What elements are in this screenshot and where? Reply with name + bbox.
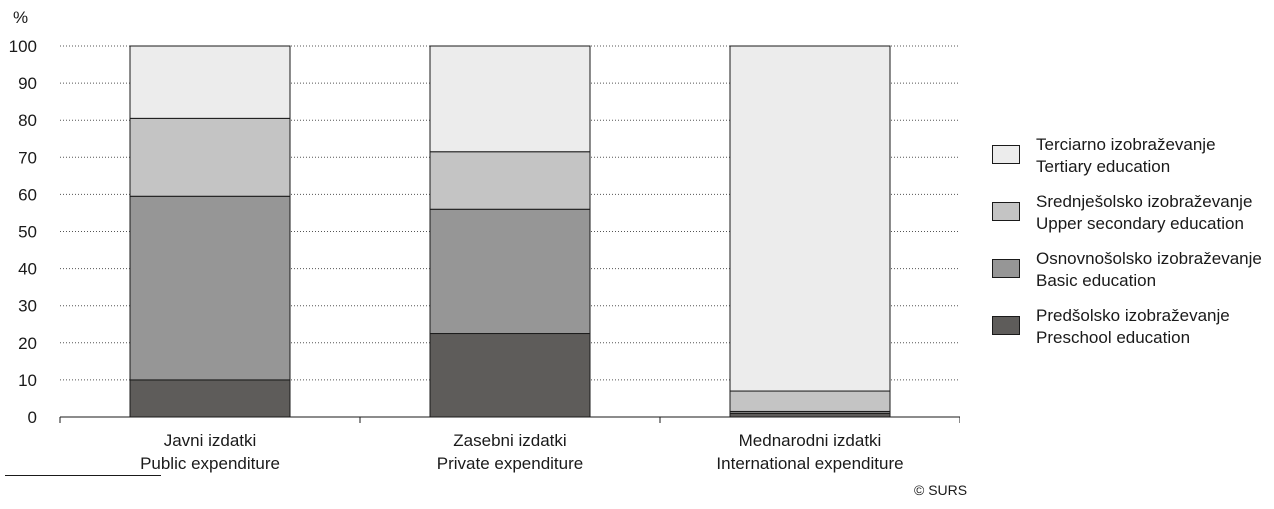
y-tick-label: 60 bbox=[18, 185, 37, 204]
footnote-divider bbox=[5, 475, 161, 476]
legend-label-line: Basic education bbox=[1036, 271, 1157, 290]
y-tick-label: 0 bbox=[28, 408, 37, 427]
legend: Terciarno izobraževanje Tertiary educatio… bbox=[992, 134, 1262, 362]
legend-label-line: Tertiary education bbox=[1036, 157, 1171, 176]
y-tick-label: 50 bbox=[18, 223, 37, 242]
y-tick-label: 70 bbox=[18, 148, 37, 167]
legend-item: Predšolsko izobraževanje Preschool educat… bbox=[992, 305, 1262, 349]
legend-swatch bbox=[992, 145, 1020, 164]
bar-segment bbox=[429, 45, 591, 153]
bar-segment bbox=[429, 208, 591, 335]
legend-label-line: Srednješolsko izobraževanje bbox=[1036, 192, 1253, 211]
y-axis-ticks: 0 10 20 30 40 50 60 70 80 90 100 bbox=[9, 37, 37, 427]
category-labels: Javni izdatki Public expenditure Zasebni i… bbox=[140, 431, 904, 473]
y-tick-label: 100 bbox=[9, 37, 37, 56]
bar-segment bbox=[129, 117, 291, 197]
x-axis bbox=[59, 416, 960, 423]
legend-swatch bbox=[992, 316, 1020, 335]
bar-segment bbox=[129, 195, 291, 381]
legend-label-line: Preschool education bbox=[1036, 328, 1191, 347]
legend-label-line: Upper secondary education bbox=[1036, 214, 1244, 233]
category-label: Mednarodni izdatki bbox=[739, 431, 882, 450]
y-tick-label: 80 bbox=[18, 111, 37, 130]
bar-segment bbox=[429, 151, 591, 210]
bar-segment bbox=[729, 45, 891, 392]
legend-label: Osnovnošolsko izobraževanje Basic educati… bbox=[1036, 248, 1262, 292]
legend-label-line: Terciarno izobraževanje bbox=[1036, 135, 1216, 154]
legend-swatch bbox=[992, 259, 1020, 278]
legend-item: Osnovnošolsko izobraževanje Basic educati… bbox=[992, 248, 1262, 292]
legend-label: Srednješolsko izobraževanje Upper seconda… bbox=[1036, 191, 1252, 235]
y-tick-label: 90 bbox=[18, 74, 37, 93]
y-tick-label: 40 bbox=[18, 260, 37, 279]
category-label: Private expenditure bbox=[437, 454, 583, 473]
legend-label: Predšolsko izobraževanje Preschool educat… bbox=[1036, 305, 1230, 349]
y-tick-label: 20 bbox=[18, 334, 37, 353]
bar-segment bbox=[429, 333, 591, 418]
category-label: Public expenditure bbox=[140, 454, 280, 473]
legend-label: Terciarno izobraževanje Tertiary educatio… bbox=[1036, 134, 1216, 178]
y-axis-label: % bbox=[13, 8, 28, 27]
legend-item: Terciarno izobraževanje Tertiary educatio… bbox=[992, 134, 1262, 178]
bar-segment bbox=[729, 412, 891, 418]
category-label: Zasebni izdatki bbox=[453, 431, 566, 450]
stacked-bar-chart: % 0 10 20 30 40 50 60 70 80 90 100 Javni izdatki Pu… bbox=[9, 8, 960, 473]
bar-segment bbox=[129, 379, 291, 418]
legend-label-line: Predšolsko izobraževanje bbox=[1036, 306, 1230, 325]
legend-swatch bbox=[992, 202, 1020, 221]
bar-segment bbox=[729, 390, 891, 412]
category-label: Javni izdatki bbox=[164, 431, 257, 450]
legend-item: Srednješolsko izobraževanje Upper seconda… bbox=[992, 191, 1262, 235]
legend-label-line: Osnovnošolsko izobraževanje bbox=[1036, 249, 1262, 268]
bars bbox=[129, 45, 891, 418]
y-tick-label: 30 bbox=[18, 297, 37, 316]
bar-segment bbox=[129, 45, 291, 119]
y-tick-label: 10 bbox=[18, 371, 37, 390]
category-label: International expenditure bbox=[716, 454, 903, 473]
source-credit: © SURS bbox=[914, 482, 968, 498]
